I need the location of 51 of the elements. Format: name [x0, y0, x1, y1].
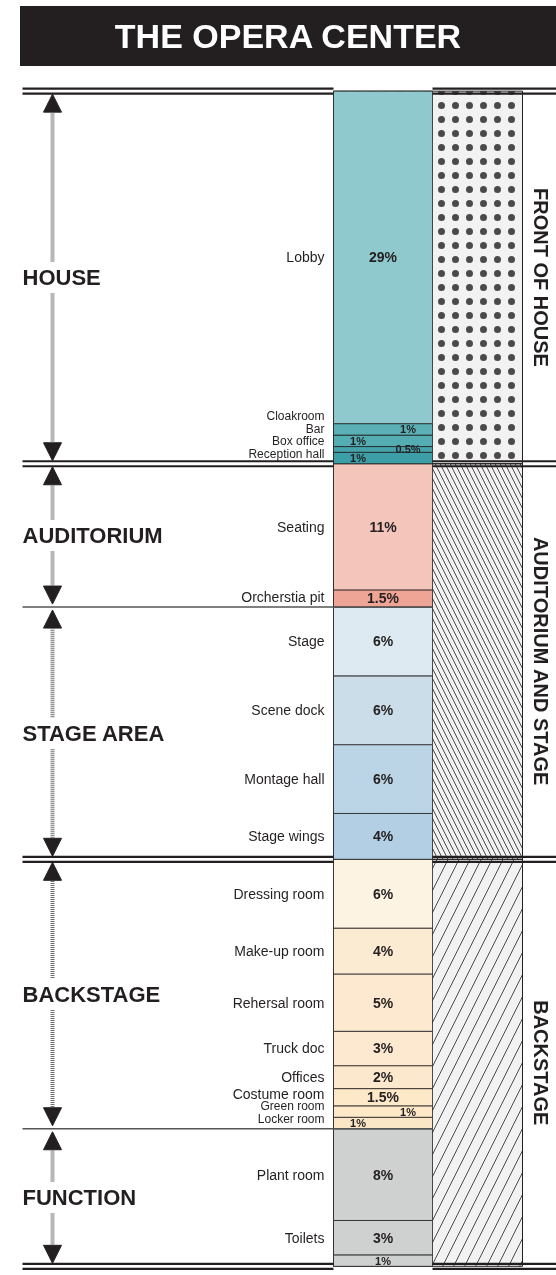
band-label: BACKSTAGE [529, 1000, 552, 1126]
data-label: 8% [372, 1166, 394, 1183]
text: AUDITORIUM [22, 522, 163, 548]
data-label: 11% [369, 518, 398, 535]
data-label: 6% [372, 885, 394, 902]
series-label: Seating [277, 518, 325, 535]
text: BACKSTAGE [22, 981, 161, 1007]
series-label: Cloakroom [266, 409, 325, 424]
data-label: 3% [372, 1229, 394, 1246]
series-label: Green room [260, 1099, 325, 1114]
series-label: Bar [305, 421, 325, 436]
data-label: 1% [350, 1117, 367, 1130]
series-label: Rehersal room [232, 994, 325, 1011]
series-label: Dressing room [233, 885, 325, 902]
text: HOUSE [22, 264, 101, 290]
series-label: Scene dock [251, 702, 326, 719]
data-label: 29% [368, 249, 398, 266]
data-label: 5% [372, 994, 394, 1011]
data-label: 2% [372, 1069, 394, 1086]
series-label: Lobby [286, 249, 325, 266]
band-label: FRONT OF HOUSE [529, 188, 552, 367]
series-label: Costume room [232, 1085, 325, 1102]
data-label: 1.5% [367, 590, 400, 607]
data-label: 1% [400, 1105, 417, 1118]
series-label: Box office [272, 434, 325, 449]
series-label: Truck doc [263, 1040, 325, 1057]
data-label: 1.5% [367, 1089, 400, 1106]
series-label: Locker room [257, 1111, 325, 1126]
data-label: 4% [372, 828, 394, 845]
series-label: Reception hall [248, 446, 325, 461]
data-label: 3% [372, 1040, 394, 1057]
text: STAGE AREA [22, 720, 165, 746]
series-label: Montage hall [244, 771, 325, 788]
series-label: Orcherstia pit [241, 589, 325, 606]
series-label: Stage [287, 633, 325, 650]
series-label: Offices [281, 1069, 325, 1086]
data-label: 6% [372, 702, 394, 719]
band-label: AUDITORIUM AND STAGE [529, 536, 552, 786]
data-label: 6% [372, 771, 394, 788]
data-label: 4% [372, 943, 394, 960]
series-label: Plant room [256, 1166, 325, 1183]
chart-title: THE OPERA CENTER [114, 16, 462, 57]
data-label: 1% [350, 452, 367, 465]
data-label: 1% [350, 434, 367, 447]
series-label: Stage wings [248, 828, 325, 845]
series-label: Make-up room [234, 943, 325, 960]
data-label: 1% [400, 423, 417, 436]
data-label: 6% [372, 633, 394, 650]
text: FUNCTION [22, 1185, 137, 1211]
series-label: Toilets [284, 1229, 325, 1246]
data-label: 1% [375, 1254, 392, 1267]
